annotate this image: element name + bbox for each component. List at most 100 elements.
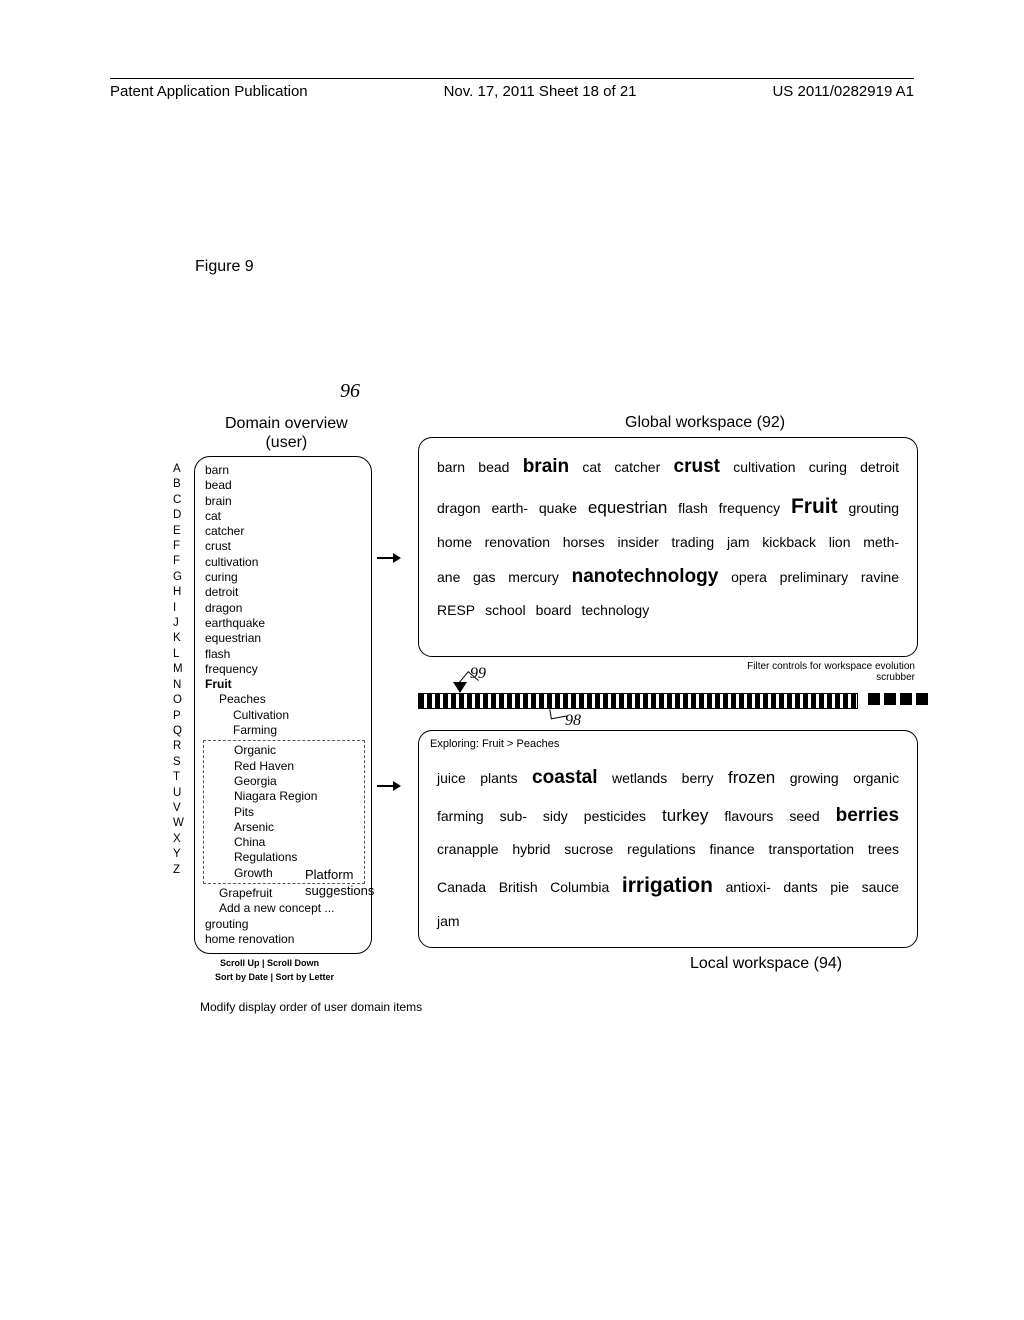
alpha-letter[interactable]: F	[173, 554, 184, 569]
alpha-letter[interactable]: B	[173, 477, 184, 492]
tag-word[interactable]: plants	[480, 770, 517, 786]
tag-word[interactable]: sucrose	[564, 841, 613, 857]
tag-word[interactable]: mercury	[508, 569, 559, 585]
tag-word[interactable]: pesticides	[584, 808, 646, 824]
tag-word[interactable]: sidy	[543, 808, 568, 824]
tag-word[interactable]: flash	[678, 500, 708, 516]
global-workspace-box[interactable]: barn bead brain cat catcher crust cultiv…	[418, 437, 918, 657]
alpha-letter[interactable]: H	[173, 585, 184, 600]
domain-item[interactable]: grouting	[205, 917, 363, 932]
domain-item[interactable]: Regulations	[206, 850, 362, 865]
tag-word[interactable]: transportation	[768, 841, 854, 857]
tag-word[interactable]: ravine	[861, 569, 899, 585]
alpha-letter[interactable]: P	[173, 709, 184, 724]
tag-word[interactable]: nanotechnology	[572, 566, 719, 587]
alpha-letter[interactable]: O	[173, 693, 184, 708]
tag-word[interactable]: kickback	[762, 534, 816, 550]
domain-item[interactable]: cat	[205, 509, 363, 524]
tag-word[interactable]: seed	[789, 808, 819, 824]
tag-word[interactable]: crust	[674, 456, 720, 477]
alpha-letter[interactable]: C	[173, 493, 184, 508]
tag-word[interactable]: insider trading	[618, 534, 715, 550]
tag-word[interactable]: quake	[539, 500, 577, 516]
alpha-letter[interactable]: R	[173, 739, 184, 754]
tag-word[interactable]: detroit	[860, 459, 899, 475]
tag-word[interactable]: finance	[709, 841, 754, 857]
domain-item[interactable]: equestrian	[205, 631, 363, 646]
tag-word[interactable]: bead	[478, 459, 509, 475]
domain-item[interactable]: dragon	[205, 601, 363, 616]
tag-word[interactable]: home renovation	[437, 534, 550, 550]
tag-word[interactable]: jam	[727, 534, 750, 550]
tag-word[interactable]: farming	[437, 808, 484, 824]
tag-word[interactable]: British Columbia	[499, 879, 610, 895]
domain-list-box[interactable]: barnbeadbraincatcatchercrustcultivationc…	[194, 456, 372, 954]
tag-word[interactable]: Canada	[437, 879, 486, 895]
alpha-letter[interactable]: Q	[173, 724, 184, 739]
tag-word[interactable]: frequency	[719, 500, 780, 516]
filter-button-4[interactable]	[916, 693, 928, 705]
tag-word[interactable]: dragon	[437, 500, 481, 516]
tag-word[interactable]: turkey	[662, 806, 708, 825]
alpha-letter[interactable]: I	[173, 601, 184, 616]
tag-word[interactable]: opera	[731, 569, 767, 585]
domain-item[interactable]: Organic	[206, 743, 362, 758]
tag-word[interactable]: dants	[783, 879, 817, 895]
alpha-letter[interactable]: T	[173, 770, 184, 785]
tag-word[interactable]: cultivation	[733, 459, 795, 475]
local-workspace-box[interactable]: juice plants coastal wetlands berry froz…	[418, 730, 918, 948]
tag-word[interactable]: juice	[437, 770, 466, 786]
scrubber-filter-buttons[interactable]	[868, 693, 928, 705]
domain-item[interactable]: Farming	[205, 723, 363, 738]
tag-word[interactable]: sub-	[500, 808, 527, 824]
alpha-letter[interactable]: S	[173, 755, 184, 770]
domain-item[interactable]: barn	[205, 463, 363, 478]
alpha-letter[interactable]: N	[173, 678, 184, 693]
alpha-letter[interactable]: Y	[173, 847, 184, 862]
domain-item[interactable]: catcher	[205, 524, 363, 539]
filter-button-1[interactable]	[868, 693, 880, 705]
filter-button-2[interactable]	[884, 693, 896, 705]
domain-item[interactable]: China	[206, 835, 362, 850]
alpha-letter[interactable]: A	[173, 462, 184, 477]
domain-item[interactable]: cultivation	[205, 555, 363, 570]
tag-word[interactable]: catcher	[614, 459, 660, 475]
alpha-letter[interactable]: G	[173, 570, 184, 585]
tag-word[interactable]: wetlands	[612, 770, 667, 786]
domain-item[interactable]: Niagara Region	[206, 789, 362, 804]
tag-word[interactable]: pie	[830, 879, 849, 895]
tag-word[interactable]: grouting	[848, 500, 899, 516]
evolution-scrubber[interactable]	[418, 690, 918, 712]
tag-word[interactable]: brain	[523, 456, 569, 477]
domain-item[interactable]: Cultivation	[205, 708, 363, 723]
tag-word[interactable]: school	[485, 602, 525, 618]
domain-item[interactable]: detroit	[205, 585, 363, 600]
alpha-letter[interactable]: M	[173, 662, 184, 677]
tag-word[interactable]: cranapple	[437, 841, 499, 857]
tag-word[interactable]: barn	[437, 459, 465, 475]
scrubber-track[interactable]	[418, 693, 858, 709]
tag-word[interactable]: antioxi-	[726, 879, 771, 895]
scrubber-playhead-icon[interactable]	[453, 682, 467, 693]
domain-item[interactable]: bead	[205, 478, 363, 493]
alpha-letter[interactable]: E	[173, 524, 184, 539]
tag-word[interactable]: jam	[437, 913, 460, 929]
domain-item[interactable]: curing	[205, 570, 363, 585]
tag-word[interactable]: berry	[682, 770, 714, 786]
domain-item[interactable]: Peaches	[205, 692, 363, 707]
tag-word[interactable]: cat	[582, 459, 601, 475]
filter-button-3[interactable]	[900, 693, 912, 705]
tag-word[interactable]: RESP	[437, 602, 475, 618]
domain-item[interactable]: home renovation	[205, 932, 363, 947]
domain-item[interactable]: earthquake	[205, 616, 363, 631]
tag-word[interactable]: board	[536, 602, 572, 618]
sort-controls[interactable]: Sort by Date | Sort by Letter	[215, 972, 334, 982]
tag-word[interactable]: regulations	[627, 841, 696, 857]
alpha-letter[interactable]: D	[173, 508, 184, 523]
domain-item[interactable]: Arsenic	[206, 820, 362, 835]
alpha-index[interactable]: ABCDEFFGHIJKLMNOPQRSTUVWXYZ	[173, 462, 184, 878]
tag-word[interactable]: earth-	[491, 500, 528, 516]
tag-word[interactable]: preliminary	[780, 569, 848, 585]
tag-word[interactable]: irrigation	[622, 874, 713, 897]
alpha-letter[interactable]: U	[173, 786, 184, 801]
